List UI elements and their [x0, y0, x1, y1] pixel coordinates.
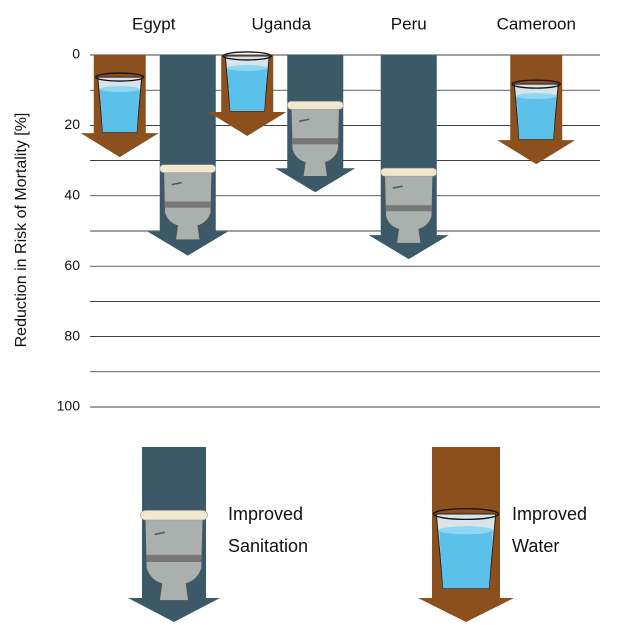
toilet-handle: [154, 531, 165, 536]
glass-water: [439, 530, 493, 589]
toilet-icon: [286, 100, 344, 177]
glass-rim: [432, 507, 500, 521]
y-tick-label: 40: [64, 187, 80, 203]
toilet-band: [385, 205, 432, 212]
glass-water-top: [227, 64, 268, 71]
category-label: Uganda: [251, 14, 311, 33]
y-tick-label: 60: [64, 257, 80, 273]
y-tick-label: 20: [64, 116, 80, 132]
legend-label: Improved Sanitation: [228, 504, 309, 556]
glass-water: [99, 89, 140, 133]
water-glass-icon: [222, 51, 272, 112]
glass-water-top: [516, 93, 557, 100]
toilet-lid: [159, 164, 217, 173]
toilet-lid: [380, 167, 438, 177]
toilet-handle: [171, 181, 182, 186]
glass-water-top: [439, 526, 493, 535]
y-axis-label: Reduction in Risk of Mortality [%]: [13, 113, 30, 348]
category-label: Egypt: [132, 14, 176, 33]
y-tick-label: 0: [72, 46, 80, 62]
toilet-icon: [140, 510, 208, 601]
toilet-lid: [140, 510, 208, 521]
glass-rim: [95, 72, 145, 82]
glass-rim: [222, 51, 272, 61]
y-tick-label: 100: [57, 398, 81, 414]
legend-label: Improved Water: [512, 504, 588, 556]
toilet-band: [292, 138, 339, 145]
category-label: Cameroon: [497, 14, 576, 33]
toilet-icon: [380, 167, 438, 244]
glass-rim: [511, 79, 561, 89]
toilet-handle: [299, 118, 310, 123]
toilet-band: [146, 554, 202, 562]
water-glass-icon: [432, 507, 500, 589]
water-glass-icon: [511, 79, 561, 140]
category-label: Peru: [391, 14, 427, 33]
glass-water: [516, 96, 557, 140]
y-tick-label: 80: [64, 327, 80, 343]
toilet-lid: [286, 100, 344, 110]
water-glass-icon: [95, 72, 145, 133]
toilet-icon: [159, 164, 217, 240]
glass-water: [227, 67, 268, 111]
glass-water-top: [99, 86, 140, 93]
toilet-band: [164, 201, 211, 208]
toilet-handle: [392, 185, 403, 189]
